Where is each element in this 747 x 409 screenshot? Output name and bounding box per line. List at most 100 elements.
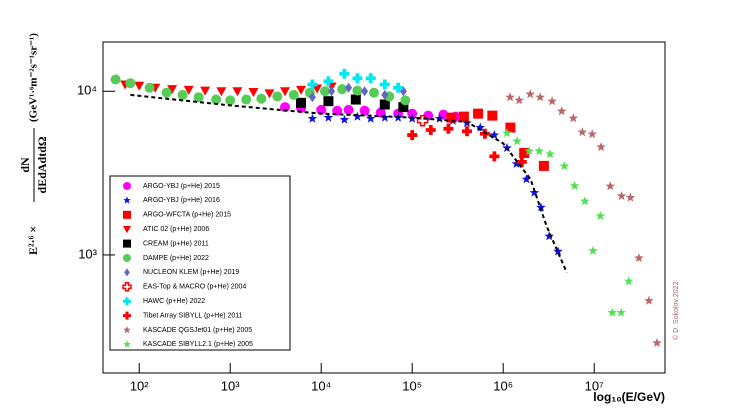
legend-label: KASCADE QGSJet01 (p+He) 2005 [143, 327, 252, 334]
marker [425, 124, 436, 135]
marker [200, 86, 211, 96]
marker [352, 111, 363, 121]
marker [529, 187, 540, 197]
y-label-numerator: dN [18, 157, 32, 173]
marker [183, 85, 194, 95]
marker [605, 181, 615, 191]
legend-symbol [124, 268, 130, 277]
marker [161, 87, 172, 98]
marker [400, 95, 411, 106]
marker [568, 113, 579, 123]
marker [569, 180, 580, 190]
legend-label: ARGO-YBJ (p+He) 2015 [143, 183, 220, 190]
marker [616, 307, 626, 317]
watermark: © D. Sokolov 2022 [672, 281, 680, 340]
marker [264, 89, 275, 99]
marker [446, 112, 457, 123]
marker [475, 122, 485, 132]
marker [458, 111, 469, 122]
marker [580, 196, 590, 206]
marker [312, 84, 323, 94]
legend-label: CREAM (p+He) 2011 [143, 240, 209, 247]
marker [616, 191, 627, 201]
marker [407, 130, 418, 141]
x-tick-label: 10³ [221, 378, 240, 393]
marker [323, 112, 334, 122]
marker [624, 276, 634, 286]
y-label-denominator: dEdAdtdΩ [35, 136, 49, 193]
x-axis-label: log₁₀(E/GeV) [593, 390, 665, 404]
marker [167, 85, 178, 95]
marker [625, 192, 636, 202]
marker [316, 104, 327, 115]
y-tick-label: 10³ [78, 246, 97, 261]
legend-label: KASCADE SIBYLL2.1 (p+He) 2005 [143, 341, 253, 348]
legend-label: Tibet Array SIBYLL (p+He) 2011 [143, 312, 243, 319]
marker [232, 87, 243, 97]
marker [398, 102, 409, 113]
x-tick-label: 10⁵ [402, 378, 422, 393]
y-axis-label: E²·⁶ × dN dEdAdtdΩ (GeV¹·⁶m⁻²s⁻¹sr⁻¹) [18, 33, 49, 255]
marker [361, 86, 369, 97]
legend-label: HAWC (p+He) 2022 [143, 298, 205, 305]
marker [521, 174, 532, 184]
legend-symbol [123, 182, 131, 190]
legend-symbol [123, 239, 131, 248]
marker [359, 105, 370, 116]
marker [547, 96, 557, 106]
marker [535, 92, 545, 102]
marker [308, 92, 316, 103]
marker [588, 245, 598, 255]
marker [505, 92, 515, 102]
plot-frame [102, 41, 666, 374]
marker [443, 123, 454, 134]
marker [514, 95, 524, 105]
marker [587, 129, 597, 139]
legend-label: DAMPE (p+He) 2022 [143, 255, 209, 262]
marker [407, 108, 418, 119]
marker [337, 84, 348, 95]
marker [534, 146, 544, 156]
marker [307, 79, 318, 90]
marker [489, 130, 500, 140]
marker [343, 104, 354, 115]
legend-symbol [123, 297, 131, 306]
marker [557, 106, 567, 116]
marker [525, 89, 535, 99]
legend-label: NUCLEON KLEM (p+He) 2019 [143, 269, 239, 276]
x-tick-label: 10⁷ [585, 378, 604, 393]
marker [365, 73, 376, 84]
marker [512, 136, 522, 146]
marker [323, 96, 334, 107]
marker [536, 202, 546, 212]
marker [248, 87, 259, 97]
marker [241, 94, 252, 105]
marker [559, 161, 570, 171]
marker [110, 74, 121, 85]
legend [109, 175, 291, 351]
fit-line [130, 93, 568, 273]
marker [366, 113, 376, 123]
marker [368, 87, 379, 98]
marker [350, 94, 361, 105]
legend-label: ATIC 02 (p+He) 2006 [143, 226, 209, 233]
marker [502, 128, 512, 138]
marker [489, 151, 500, 162]
marker [319, 86, 330, 97]
legend-symbol [123, 196, 131, 204]
marker [328, 86, 336, 97]
marker [352, 73, 363, 84]
x-tick-label: 10⁴ [311, 378, 331, 393]
marker [339, 114, 350, 124]
marker [461, 126, 472, 137]
marker [288, 89, 299, 100]
marker [519, 147, 530, 158]
marker [553, 246, 563, 256]
marker [596, 142, 606, 152]
marker [538, 160, 549, 171]
marker [279, 87, 290, 97]
marker [352, 85, 363, 96]
legend-symbol [123, 311, 131, 320]
marker [379, 99, 390, 110]
